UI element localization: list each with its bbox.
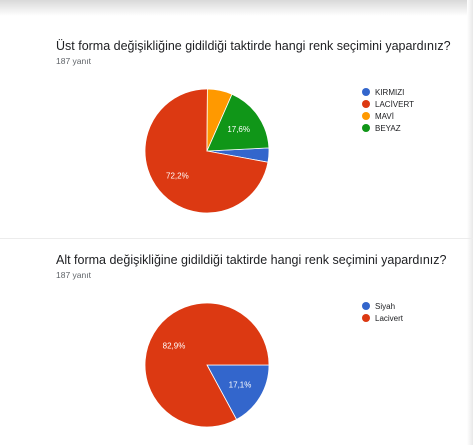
legend-label: BEYAZ <box>375 123 401 133</box>
legend-label: Siyah <box>375 301 396 311</box>
chart-card-top-uniform: Üst forma değişikliğine gidildiği taktir… <box>56 39 451 214</box>
legend-item-siyah[interactable]: Siyah <box>362 300 403 312</box>
chart-legend: KIRMIZI LACİVERT MAVİ BEYAZ <box>362 86 414 134</box>
legend-label: LACİVERT <box>375 99 414 109</box>
legend-item-lacivert[interactable]: Lacivert <box>362 312 403 324</box>
response-count: 187 yanıt <box>56 56 91 66</box>
legend-swatch <box>362 124 370 132</box>
right-edge <box>467 0 473 445</box>
legend-label: KIRMIZI <box>375 87 405 97</box>
pie-chart: 72,2% 17,6% <box>144 88 270 214</box>
legend-label: MAVİ <box>375 111 394 121</box>
chart-card-bottom-uniform: Alt forma değişikliğine gidildiği taktir… <box>0 238 473 445</box>
legend-item-mavi[interactable]: MAVİ <box>362 110 414 122</box>
pie-slice-lacivert[interactable] <box>144 302 270 428</box>
slice-value-label: 17,6% <box>227 125 250 134</box>
response-count: 187 yanıt <box>56 270 91 280</box>
pie-slice-lacivert[interactable] <box>144 88 269 214</box>
pie-slice-beyaz[interactable] <box>206 93 270 152</box>
slice-value-label: 82,9% <box>163 341 186 350</box>
question-title: Üst forma değişikliğine gidildiği taktir… <box>56 39 451 53</box>
legend-item-beyaz[interactable]: BEYAZ <box>362 122 414 134</box>
section-divider <box>0 238 473 239</box>
legend-swatch <box>362 302 370 310</box>
pie-slice-siyah[interactable] <box>206 364 270 421</box>
legend-swatch <box>362 100 370 108</box>
chart-legend: Siyah Lacivert <box>362 300 403 324</box>
top-shadow <box>0 0 473 16</box>
legend-item-lacivert[interactable]: LACİVERT <box>362 98 414 110</box>
legend-label: Lacivert <box>375 313 404 323</box>
legend-swatch <box>362 112 370 120</box>
pie-chart: 17,1% 82,9% <box>144 302 270 428</box>
slice-value-label: 17,1% <box>229 381 252 390</box>
legend-swatch <box>362 88 370 96</box>
legend-swatch <box>362 314 370 322</box>
legend-item-kirmizi[interactable]: KIRMIZI <box>362 86 414 98</box>
question-title: Alt forma değişikliğine gidildiği taktir… <box>56 253 447 267</box>
slice-value-label: 72,2% <box>166 171 189 180</box>
